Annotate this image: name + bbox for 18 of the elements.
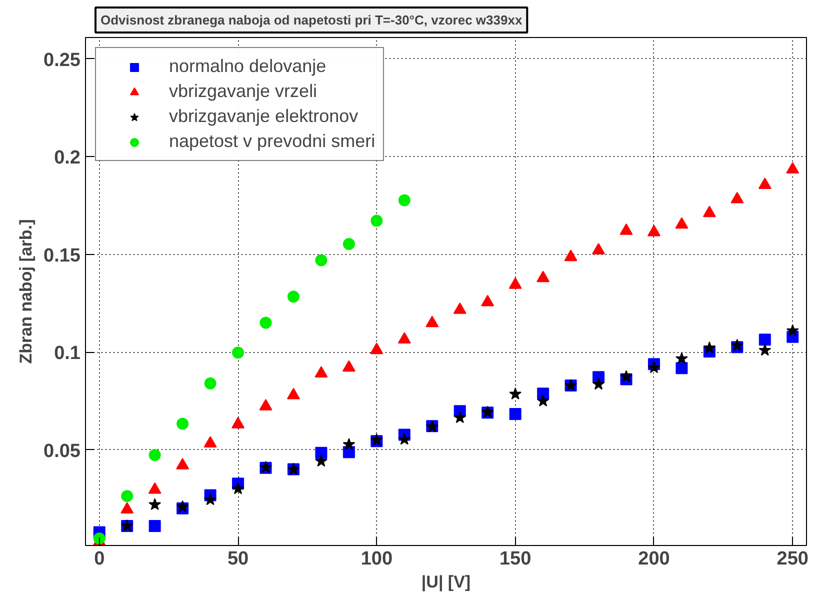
y-tick-label: 0.15 xyxy=(44,245,81,266)
legend-label: napetost v prevodni smeri xyxy=(169,131,376,152)
x-tick-label: 50 xyxy=(227,548,249,570)
x-tick-label: 100 xyxy=(360,548,393,570)
legend-label: vbrizgavanje vrzeli xyxy=(169,81,318,102)
x-tick-label: 0 xyxy=(94,548,105,570)
legend-label: normalno delovanje xyxy=(169,56,326,77)
x-tick-label: 200 xyxy=(638,548,670,570)
x-axis-title: |U| [V] xyxy=(421,572,471,592)
y-tick-label: 0.2 xyxy=(54,148,81,169)
x-tick-label: 150 xyxy=(499,548,532,570)
y-tick-label: 0.05 xyxy=(44,440,81,462)
y-tick-label: 0.1 xyxy=(54,343,81,364)
y-tick-label: 0.25 xyxy=(44,50,81,71)
chart-title: Odvisnost zbranega naboja od napetosti pri T=-30°C, vzorec w339xx xyxy=(100,12,523,28)
legend-label: vbrizgavanje elektronov xyxy=(169,106,358,127)
y-axis-title: Zbran naboj [arb.] xyxy=(16,219,36,364)
x-tick-label: 250 xyxy=(776,548,808,570)
